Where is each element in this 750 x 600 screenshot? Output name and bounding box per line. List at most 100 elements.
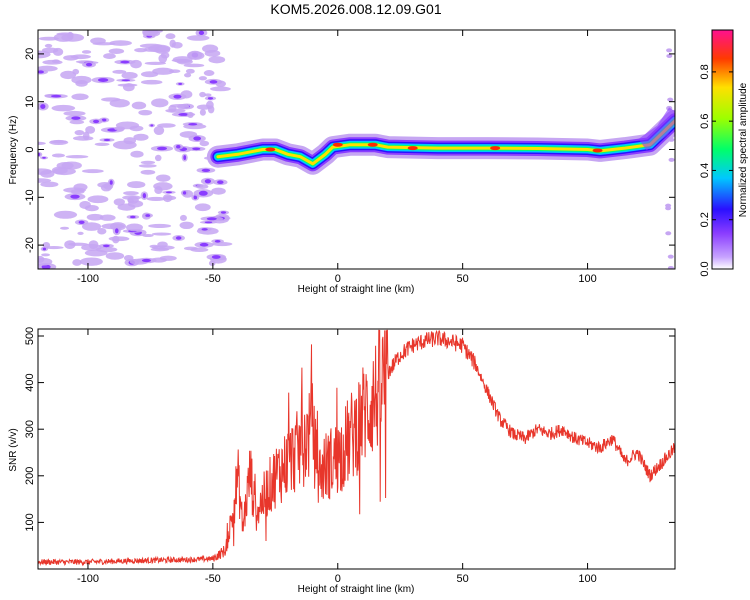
noise-blob [131,101,147,110]
noise-blob-core [120,60,130,64]
noise-blob [81,243,102,251]
noise-blob [165,33,176,40]
noise-blob [147,30,163,34]
noise-blob [105,252,125,260]
noise-blob [69,120,85,125]
noise-blob [155,174,171,182]
noise-blob-core [188,122,198,126]
noise-blob-core [220,211,227,214]
noise-blob [68,242,89,246]
noise-blob [142,233,154,238]
noise-blob-core [192,147,201,151]
noise-blob-core [102,244,110,248]
noise-blob-core [41,264,51,269]
ridge-peak [367,142,378,147]
noise-blob [151,98,169,108]
noise-blob [199,91,206,98]
x-tick-label: 100 [578,273,596,285]
noise-blob [42,59,63,65]
noise-blob [63,55,79,61]
noise-blob [52,167,76,176]
ridge-peak [407,146,418,151]
noise-blob-core [156,146,168,151]
x-tick-label: 0 [335,573,341,585]
noise-blob [207,105,215,114]
noise-blob [169,69,181,73]
noise-blob-core [145,214,151,217]
noise-blob [112,69,127,74]
noise-blob [51,104,76,112]
noise-blob [151,232,172,236]
noise-blob [125,223,143,232]
noise-blob [121,71,138,80]
noise-blob [87,195,109,204]
noise-blob [148,223,172,228]
noise-blob-core [114,228,119,234]
noise-blob [99,214,116,221]
noise-blob [127,181,146,189]
noise-blob [52,47,64,56]
x-tick-label: 50 [457,573,469,585]
x-tick-label: -100 [77,273,99,285]
noise-blob-core [103,138,111,142]
noise-blob-core [176,145,181,149]
noise-blob-core [93,119,100,124]
noise-blob [157,123,176,128]
noise-blob [86,213,104,221]
noise-blob-core [165,191,172,194]
ridge-peak [265,147,276,152]
noise-blob-core [101,118,107,122]
noise-blob [79,257,103,266]
noise-blob [85,125,96,134]
noise-blob [171,41,183,49]
noise-blob [154,154,162,162]
noise-blob [184,73,192,78]
noise-blob [138,164,157,168]
noise-blob-core [175,236,182,240]
noise-blob-core [193,136,202,141]
noise-blob [97,228,107,235]
noise-blob [65,155,89,159]
noise-blob [210,86,231,92]
y-tick-label: 0 [24,146,36,152]
y-tick-label: 200 [24,467,36,485]
noise-blob [152,67,175,75]
noise-blob [84,249,108,257]
colorbar-gradient [711,29,734,270]
noise-blob-core [50,94,62,98]
colorbar-label: Normalized spectral amplitude [738,82,749,217]
noise-blob [187,111,194,119]
noise-blob [112,140,137,150]
y-tick-label: -10 [24,189,36,205]
y-tick-label: 300 [24,420,36,438]
noise-blob [179,214,187,221]
noise-blob-core [204,221,213,224]
noise-blob-core [201,168,211,173]
noise-blob [140,79,163,85]
noise-blob [199,140,210,147]
noise-blob-core [198,30,205,36]
noise-blob-core [199,242,209,247]
noise-blob [157,241,168,248]
ridge-peak [490,146,501,151]
noise-blob [81,169,104,174]
noise-blob-core [178,82,183,85]
noise-blob [133,133,149,141]
noise-blob [140,160,156,165]
noise-blob [72,259,82,266]
spectrogram-xlabel: Height of straight line (km) [298,284,415,295]
noise-blob [134,48,148,53]
noise-blob [667,254,674,259]
noise-blob [665,231,672,236]
noise-blob-core [71,116,81,120]
noise-blob [38,257,53,266]
noise-blob [117,203,136,211]
colorbar-tick-label: 0.4 [699,163,711,178]
snr-content [38,329,675,567]
x-tick-label: 50 [457,273,469,285]
noise-blob [199,109,206,116]
ridge-peak [592,148,603,153]
noise-blob [668,157,675,162]
x-tick-label: -50 [205,273,221,285]
